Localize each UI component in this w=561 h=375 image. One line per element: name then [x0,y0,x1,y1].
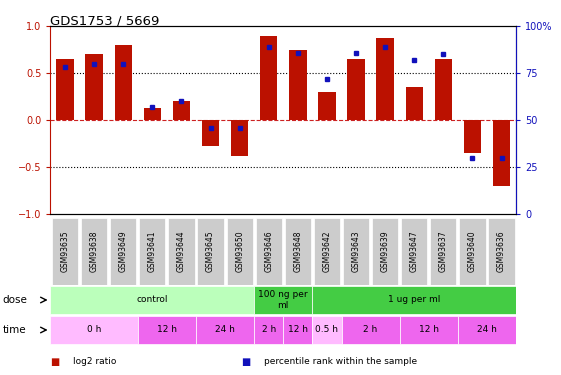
Bar [138,316,196,344]
Text: GSM93643: GSM93643 [352,230,361,272]
Bar [85,54,103,120]
Text: GSM93648: GSM93648 [293,231,302,272]
Text: GSM93638: GSM93638 [90,231,99,272]
Text: dose: dose [3,295,27,305]
Text: ■: ■ [50,357,59,367]
Bar [254,286,312,314]
Bar [56,59,73,120]
Text: time: time [3,325,26,335]
Bar [342,316,399,344]
Text: GSM93650: GSM93650 [235,230,244,272]
Bar [227,217,253,285]
Bar [372,217,398,285]
Bar [376,38,394,120]
Text: GSM93637: GSM93637 [439,230,448,272]
Bar [256,217,282,285]
Bar [114,45,132,120]
Text: 24 h: 24 h [215,326,235,334]
Bar [173,101,190,120]
Bar [318,92,335,120]
Bar [430,217,457,285]
Text: 2 h: 2 h [364,326,378,334]
Bar [283,316,312,344]
Text: 100 ng per
ml: 100 ng per ml [259,290,308,310]
Bar [50,316,138,344]
Bar [489,217,514,285]
Bar [260,36,278,120]
Bar [197,217,224,285]
Bar [399,316,458,344]
Bar [464,120,481,153]
Bar [289,50,306,120]
Text: 0 h: 0 h [87,326,102,334]
Text: GSM93644: GSM93644 [177,230,186,272]
Bar [196,316,254,344]
Text: GSM93642: GSM93642 [323,231,332,272]
Bar [312,316,342,344]
Text: GSM93635: GSM93635 [61,230,70,272]
Text: GSM93641: GSM93641 [148,231,157,272]
Bar [50,286,254,314]
Bar [231,120,249,156]
Bar [312,286,516,314]
Text: GSM93649: GSM93649 [119,230,128,272]
Text: GSM93645: GSM93645 [206,230,215,272]
Text: GSM93646: GSM93646 [264,230,273,272]
Bar [144,108,161,120]
Bar [458,316,516,344]
Text: 12 h: 12 h [157,326,177,334]
Text: 24 h: 24 h [477,326,497,334]
Bar [314,217,340,285]
Bar [493,120,511,186]
Bar [401,217,427,285]
Bar [347,59,365,120]
Text: log2 ratio: log2 ratio [73,357,116,366]
Bar [459,217,486,285]
Text: GSM93640: GSM93640 [468,230,477,272]
Text: 12 h: 12 h [419,326,439,334]
Text: 2 h: 2 h [261,326,276,334]
Text: control: control [136,296,168,304]
Bar [435,59,452,120]
Bar [285,217,311,285]
Bar [406,87,423,120]
Text: ■: ■ [241,357,250,367]
Bar [110,217,136,285]
Bar [52,217,78,285]
Text: GSM93639: GSM93639 [381,230,390,272]
Bar [139,217,165,285]
Text: GSM93636: GSM93636 [497,230,506,272]
Bar [254,316,283,344]
Bar [168,217,195,285]
Bar [81,217,107,285]
Bar [202,120,219,146]
Text: GSM93647: GSM93647 [410,230,419,272]
Text: percentile rank within the sample: percentile rank within the sample [264,357,417,366]
Text: GDS1753 / 5669: GDS1753 / 5669 [50,15,160,28]
Bar [343,217,369,285]
Text: 1 ug per ml: 1 ug per ml [388,296,440,304]
Text: 0.5 h: 0.5 h [315,326,338,334]
Text: 12 h: 12 h [288,326,308,334]
